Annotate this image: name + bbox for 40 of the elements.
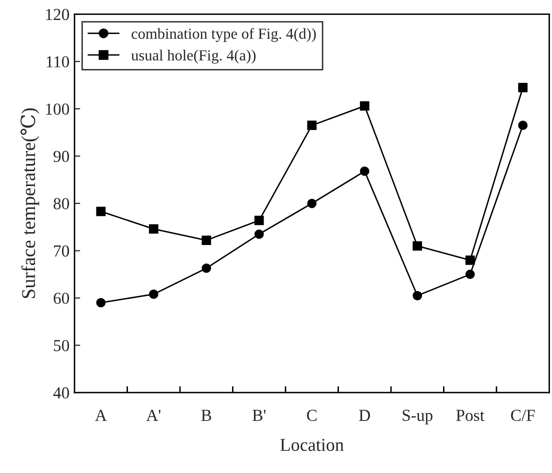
legend-label: combination type of Fig. 4(d)): [132, 28, 316, 42]
point: [360, 166, 370, 176]
x-tick-label: B': [252, 410, 266, 421]
x-tick-label: Post: [456, 410, 484, 421]
x-tick-label: C/F: [511, 410, 535, 421]
y-tick-label: 60: [54, 292, 70, 304]
x-axis-title: Location: [280, 438, 344, 451]
point: [202, 236, 212, 245]
y-tick-label: 90: [54, 150, 70, 162]
point: [360, 101, 370, 111]
y-tick-label: 120: [46, 8, 70, 20]
point: [307, 120, 317, 130]
point: [412, 241, 422, 251]
y-tick-label: 70: [54, 245, 70, 257]
point: [465, 270, 475, 280]
x-tick-label: D: [359, 410, 370, 421]
point: [465, 255, 475, 265]
point: [202, 264, 212, 273]
x-tick-label: C: [307, 410, 317, 421]
legend-label: usual hole(Fig. 4(a)): [131, 50, 256, 64]
point: [96, 298, 106, 308]
y-tick-label: 50: [54, 340, 70, 352]
y-tick-label: 80: [54, 198, 70, 210]
point: [254, 216, 264, 226]
point: [412, 290, 422, 300]
y-tick-label: 40: [53, 387, 70, 399]
point: [518, 82, 528, 92]
x-tick-label: A: [95, 410, 107, 421]
x-tick-label: S-up: [402, 410, 432, 424]
x-tick-label: A': [146, 410, 160, 421]
y-tick-label: 100: [46, 103, 70, 115]
x-tick-label: B: [201, 410, 212, 421]
point: [518, 120, 528, 130]
point: [148, 290, 158, 299]
point: [307, 198, 317, 208]
y-tick-label: 110: [46, 56, 70, 68]
point: [148, 224, 158, 234]
point: [96, 206, 106, 216]
y-axis-title: Surface temperature(℃): [20, 108, 40, 298]
point: [254, 229, 264, 239]
